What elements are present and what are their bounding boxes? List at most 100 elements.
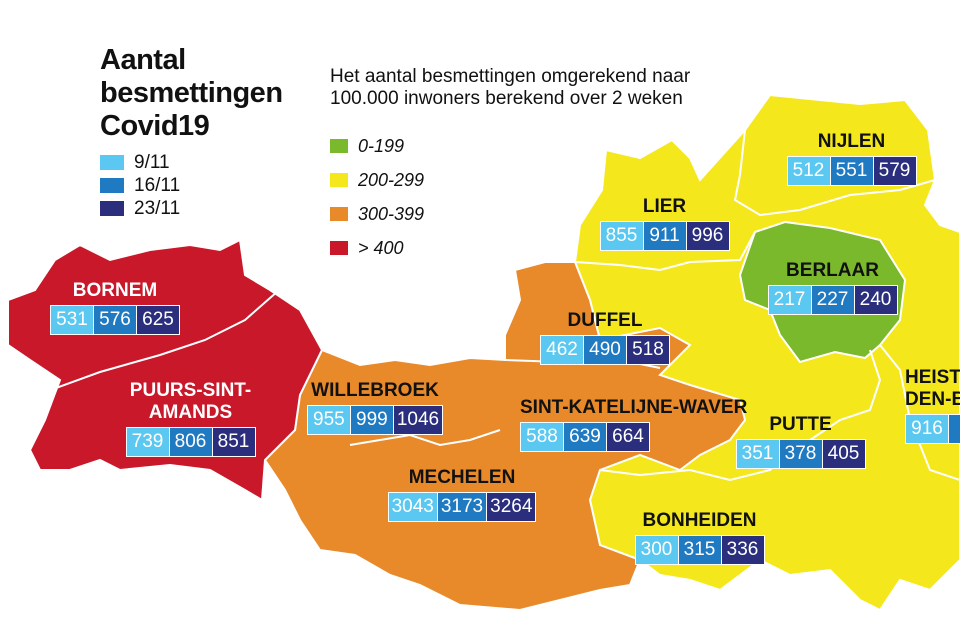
range-legend-label: 0-199	[358, 135, 405, 156]
range-legend-label: > 400	[358, 237, 404, 258]
municipality-mechelen: MECHELEN 3043 3173 3264	[378, 467, 546, 522]
value-cell-3: 336	[721, 536, 764, 564]
municipality-puurs: PUURS-SINT- AMANDS 739 806 851	[118, 380, 263, 457]
municipality-willebroek: WILLEBROEK 955 999 1046	[300, 380, 450, 435]
municipality-skw: SINT-KATELIJNE-WAVER 588 639 664	[520, 397, 748, 452]
value-cell-1: 531	[51, 306, 94, 334]
municipality-values: 739 806 851	[125, 427, 256, 457]
value-cell-2: 9	[949, 415, 960, 443]
range-legend-swatch	[330, 207, 348, 221]
value-cell-2: 576	[94, 306, 137, 334]
border-lier-duffel	[574, 231, 756, 272]
value-cell-3: 664	[607, 423, 649, 451]
value-cell-3: 625	[137, 306, 179, 334]
value-cell-2: 551	[830, 157, 874, 185]
value-cell-1: 462	[541, 336, 584, 364]
value-cell-1: 739	[126, 428, 170, 456]
value-cell-3: 518	[627, 336, 669, 364]
municipality-name: PUURS-SINT-	[129, 380, 252, 401]
date-legend-label: 9/11	[134, 151, 170, 173]
value-cell-1: 300	[635, 536, 679, 564]
municipality-name: SINT-KATELIJNE-WAVER	[520, 397, 748, 418]
subtitle-line-1: Het aantal besmettingen omgerekend naar	[330, 66, 691, 87]
municipality-values: 462 490 518	[540, 335, 670, 365]
range-legend-item: 300-399	[330, 197, 424, 231]
municipality-bornem: BORNEM 531 576 625	[45, 280, 185, 335]
municipality-bonheiden: BONHEIDEN 300 315 336	[632, 510, 767, 565]
municipality-values: 512 551 579	[786, 156, 917, 186]
value-cell-1: 955	[307, 406, 351, 434]
range-legend-swatch	[330, 173, 348, 187]
value-cell-3: 3264	[487, 493, 536, 521]
range-legend: 0-199 200-299 300-399 > 400	[330, 129, 424, 265]
municipality-putte: PUTTE 351 378 405	[733, 414, 868, 469]
title-line-1: Aantal	[100, 44, 186, 76]
municipality-name: BORNEM	[72, 280, 158, 301]
date-legend-swatch	[100, 178, 124, 193]
municipality-name: MECHELEN	[408, 467, 516, 488]
border-lier-nijlen	[733, 129, 936, 217]
municipality-values: 531 576 625	[50, 305, 180, 335]
value-cell-2: 227	[811, 286, 855, 314]
municipality-name: AMANDS	[148, 402, 233, 423]
value-cell-1: 588	[521, 423, 564, 451]
municipality-name: DEN-B	[905, 389, 960, 410]
border-bornem-puurs	[44, 284, 286, 393]
date-legend-item: 23/11	[100, 197, 180, 220]
value-cell-1: 916	[906, 415, 949, 443]
value-cell-2: 911	[643, 222, 687, 250]
range-legend-item: > 400	[330, 231, 424, 265]
municipality-name: DUFFEL	[567, 310, 643, 331]
map-title: Aantal besmettingen Covid19	[100, 44, 283, 143]
municipality-values: 955 999 1046	[306, 405, 444, 435]
value-cell-3: 240	[854, 286, 897, 314]
value-cell-1: 217	[768, 286, 812, 314]
value-cell-3: 851	[212, 428, 255, 456]
municipality-name: WILLEBROEK	[311, 380, 439, 401]
date-legend-swatch	[100, 155, 124, 170]
date-legend-item: 9/11	[100, 151, 180, 174]
date-legend-item: 16/11	[100, 174, 180, 197]
value-cell-1: 3043	[388, 493, 438, 521]
range-legend-label: 200-299	[358, 169, 425, 190]
range-legend-item: 0-199	[330, 129, 424, 163]
municipality-values: 217 227 240	[767, 285, 898, 315]
municipality-heist: HEIST-DEN-B 9169	[905, 367, 960, 444]
value-cell-3: 1046	[393, 406, 443, 434]
municipality-values: 351 378 405	[735, 439, 866, 469]
map-subtitle: Het aantal besmettingen omgerekend naar …	[330, 66, 690, 110]
municipality-name: PUTTE	[769, 414, 832, 435]
municipality-nijlen: NIJLEN 512 551 579	[784, 131, 919, 186]
municipality-values: 9169	[905, 414, 960, 444]
municipality-name: BERLAAR	[786, 260, 879, 281]
municipality-values: 3043 3173 3264	[387, 492, 537, 522]
value-cell-2: 999	[350, 406, 394, 434]
municipality-values: 300 315 336	[634, 535, 765, 565]
border-willebroek-mechelen	[349, 429, 501, 447]
date-legend: 9/11 16/11 23/11	[100, 151, 180, 220]
date-legend-label: 23/11	[134, 197, 181, 219]
municipality-duffel: DUFFEL 462 490 518	[537, 310, 673, 365]
value-cell-2: 639	[564, 423, 607, 451]
municipality-name: HEIST-	[905, 367, 960, 388]
title-line-2: besmettingen	[100, 77, 283, 109]
municipality-name: LIER	[642, 196, 687, 217]
subtitle-line-2: 100.000 inwoners berekend over 2 weken	[330, 88, 683, 109]
value-cell-3: 996	[686, 222, 729, 250]
value-cell-1: 351	[736, 440, 780, 468]
date-legend-swatch	[100, 201, 124, 216]
range-legend-swatch	[330, 139, 348, 153]
date-legend-label: 16/11	[134, 174, 181, 196]
municipality-name: NIJLEN	[817, 131, 886, 152]
value-cell-3: 579	[873, 157, 916, 185]
value-cell-2: 490	[584, 336, 627, 364]
value-cell-2: 3173	[437, 493, 488, 521]
municipality-name: BONHEIDEN	[642, 510, 757, 531]
title-line-3: Covid19	[100, 110, 210, 142]
value-cell-2: 378	[779, 440, 823, 468]
municipality-values: 855 911 996	[599, 221, 730, 251]
range-legend-swatch	[330, 241, 348, 255]
municipality-values: 588 639 664	[520, 422, 650, 452]
municipality-berlaar: BERLAAR 217 227 240	[765, 260, 900, 315]
value-cell-1: 512	[787, 157, 831, 185]
